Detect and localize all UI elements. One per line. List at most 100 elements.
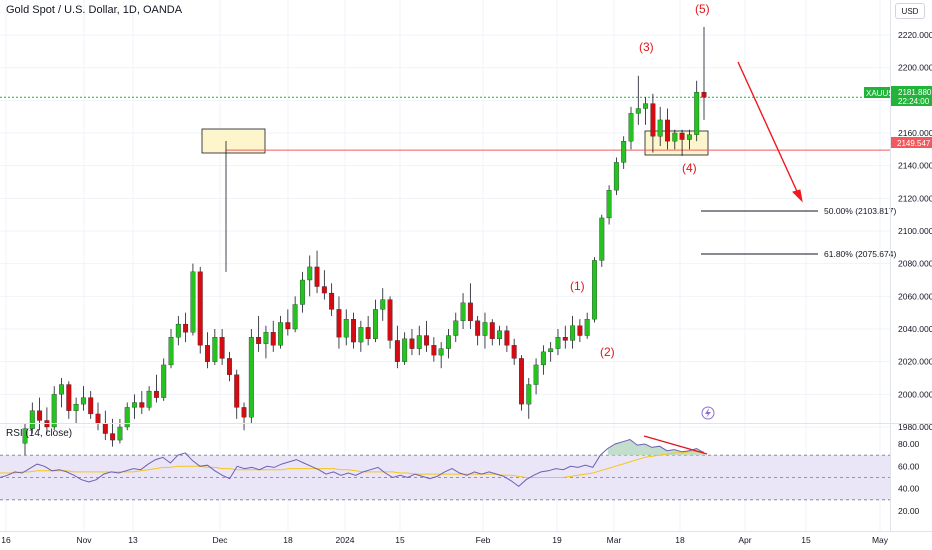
wave-label-3: (3) [639, 40, 654, 54]
candle-body [37, 410, 43, 421]
candle-body [526, 384, 532, 405]
price-tick-label: 1980.000 [898, 422, 932, 432]
time-tick-label: May [872, 535, 889, 545]
rsi-overbought-fill [185, 439, 705, 456]
time-tick-label: Mar [607, 535, 622, 545]
candle-body [409, 338, 415, 349]
candle-body [219, 337, 225, 359]
wave-label-1: (1) [570, 279, 585, 293]
candle-body [197, 271, 203, 346]
wave-label-5: (5) [695, 2, 710, 16]
chart-title: Gold Spot / U.S. Dollar, 1D, OANDA [6, 4, 183, 16]
candle-body [577, 325, 583, 336]
rsi-guides [0, 454, 890, 501]
price-tick-label: 2000.000 [898, 389, 932, 399]
candle-body [446, 335, 451, 349]
current-price-tag: XAUUSD 2181.880 22:24:00 [864, 86, 932, 106]
rsi-tick-label: 60.00 [898, 461, 920, 471]
time-tick-label: 2024 [336, 535, 355, 545]
candle-body [226, 358, 232, 375]
candle-body [438, 348, 444, 356]
candle-body [686, 134, 692, 140]
price-tick-label: 2020.000 [898, 357, 932, 367]
candle-body [694, 92, 700, 135]
candle-body [168, 337, 174, 366]
candle-body [263, 332, 269, 344]
candle-body [548, 348, 554, 353]
candle-body [416, 335, 422, 349]
candle-body [80, 397, 86, 405]
candle-body [570, 325, 576, 341]
candle-body [51, 394, 57, 428]
price-tick-label: 2100.000 [898, 226, 932, 236]
candle-body [511, 345, 517, 359]
candle-body [307, 266, 313, 281]
time-tick-label: 15 [395, 535, 405, 545]
time-tick-label: 15 [801, 535, 811, 545]
candle-body [278, 322, 283, 346]
candle-body [475, 320, 481, 336]
candle-body [497, 330, 503, 339]
time-tick-label: 13 [128, 535, 138, 545]
candle-body [613, 162, 619, 191]
price-axis[interactable]: 1980.000 2000.000 2020.000 2040.000 2060.000… [898, 30, 932, 432]
candle-body [555, 337, 561, 349]
rsi-line [0, 438, 705, 488]
candle-body [22, 428, 28, 444]
rsi-moving-average [0, 451, 704, 478]
candle-body [592, 260, 597, 320]
time-tick-label: Feb [476, 535, 491, 545]
candle-body [117, 426, 123, 441]
current-price-value: 2181.880 [898, 88, 932, 97]
candle-body [95, 413, 101, 424]
candle-body [635, 108, 641, 114]
price-tick-label: 2200.000 [898, 63, 932, 73]
candle-body [146, 390, 152, 408]
candle-body [292, 304, 298, 330]
candle-body [256, 337, 262, 344]
candle-body [358, 327, 364, 343]
currency-button[interactable]: USD [895, 3, 925, 19]
price-tick-label: 2080.000 [898, 259, 932, 269]
candle-body [248, 337, 254, 418]
candle-body [606, 190, 612, 219]
price-tick-label: 2120.000 [898, 193, 932, 203]
candle-body [73, 403, 79, 411]
price-tick-label: 2160.000 [898, 128, 932, 138]
candle-body [183, 323, 189, 333]
candle-body [453, 320, 459, 336]
candle-body [124, 407, 130, 428]
price-tick-label: 2060.000 [898, 291, 932, 301]
time-tick-label: 19 [552, 535, 562, 545]
candle-body [336, 309, 342, 338]
candle-body [489, 322, 495, 339]
candle-body [519, 358, 524, 405]
candle-body [431, 345, 437, 356]
candle-body [321, 286, 327, 294]
candle-body [533, 364, 539, 385]
candle-body [387, 299, 393, 341]
candle-body [628, 113, 634, 142]
wave-label-2: (2) [600, 345, 615, 359]
time-axis[interactable]: 16 Nov 13 Dec 18 2024 15 Feb 19 Mar 18 Apr 15 May [1, 535, 889, 545]
candle-body [643, 103, 649, 109]
candle-body [351, 319, 356, 343]
candle-body [132, 402, 137, 408]
projection-arrow [737, 61, 803, 203]
candle-body [190, 271, 196, 333]
rsi-axis: 80.00 60.00 40.00 20.00 [898, 439, 920, 516]
rsi-tick-label: 40.00 [898, 484, 920, 494]
wave-label-4: (4) [682, 161, 697, 175]
candle-body [139, 402, 145, 408]
candle-body [29, 410, 35, 429]
candle-body [540, 351, 546, 366]
candle-body [161, 364, 167, 398]
candle-body [665, 119, 670, 142]
lightning-icon[interactable] [701, 406, 715, 420]
candle-body [270, 332, 276, 346]
time-tick-label: 18 [283, 535, 293, 545]
candle-body [241, 407, 247, 418]
current-symbol-tag: XAUUSD [866, 89, 900, 98]
candle-body [402, 338, 408, 362]
